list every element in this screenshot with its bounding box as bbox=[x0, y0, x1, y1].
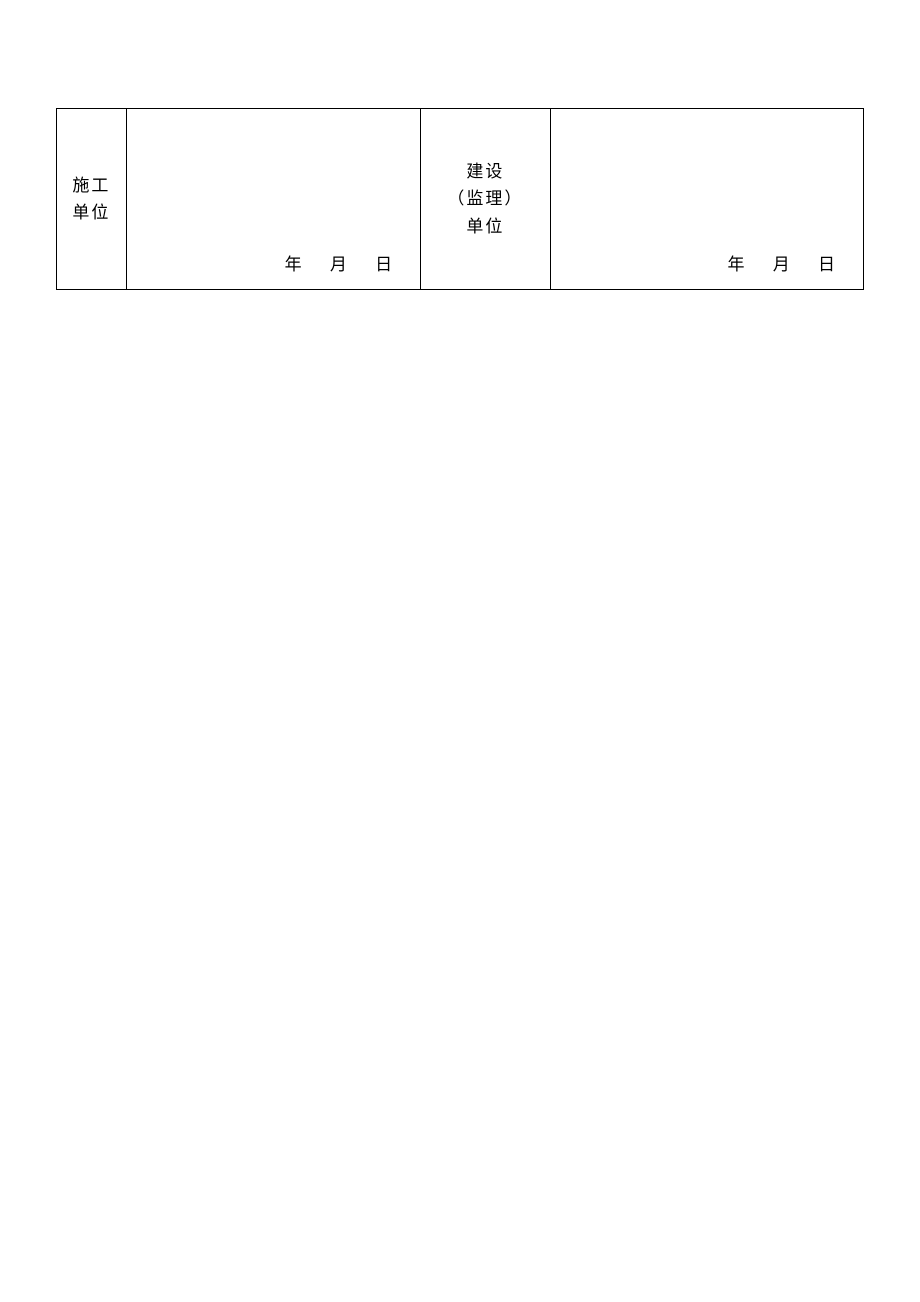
label-line-1: 施工 bbox=[72, 176, 110, 195]
label-line-2: （监理） bbox=[447, 189, 523, 208]
supervision-date-field: 年 月 日 bbox=[717, 250, 847, 275]
construction-date-field: 年 月 日 bbox=[275, 250, 405, 275]
label-line-2: 单位 bbox=[72, 203, 110, 222]
month-char: 月 bbox=[773, 255, 792, 274]
supervision-unit-label: 建设 （监理） 单位 bbox=[447, 158, 523, 240]
table-row: 施工 单位 年 月 日 建设 （监理） 单位 年 月 日 bbox=[57, 109, 863, 289]
label-line-1: 建设 bbox=[466, 162, 504, 181]
year-char: 年 bbox=[285, 255, 304, 274]
day-char: 日 bbox=[375, 255, 394, 274]
form-table: 施工 单位 年 月 日 建设 （监理） 单位 年 月 日 bbox=[56, 108, 864, 290]
supervision-unit-label-cell: 建设 （监理） 单位 bbox=[421, 109, 551, 289]
month-char: 月 bbox=[330, 255, 349, 274]
label-line-3: 单位 bbox=[466, 217, 504, 236]
supervision-unit-signature-cell: 年 月 日 bbox=[551, 109, 863, 289]
day-char: 日 bbox=[818, 255, 837, 274]
construction-unit-signature-cell: 年 月 日 bbox=[127, 109, 421, 289]
year-char: 年 bbox=[727, 255, 746, 274]
construction-unit-label-cell: 施工 单位 bbox=[57, 109, 127, 289]
construction-unit-label: 施工 单位 bbox=[72, 172, 110, 226]
